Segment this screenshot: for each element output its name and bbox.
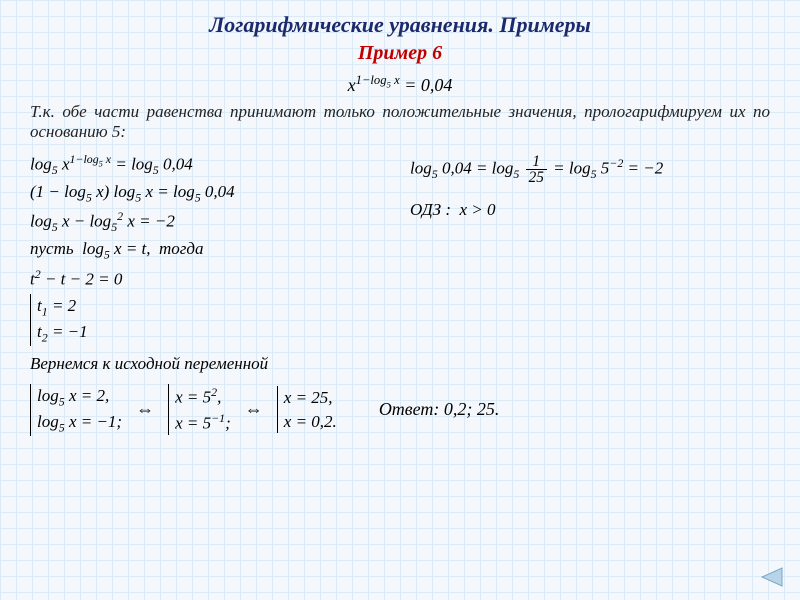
solution-chain: log5 x = 2, log5 x = −1; ⇔ x = 52, x = 5… [30,380,770,440]
iff-icon: ⇔ [136,399,154,420]
intro-note: Т.к. обе части равенства принимают тольк… [30,102,770,142]
substitution-text: пусть log5 x = t, тогда [30,239,390,262]
domain-condition: ОДЗ : x > 0 [410,200,770,220]
right-column: log5 0,04 = log5 125 = log5 5−2 = −2 ОДЗ… [410,148,770,350]
step-2: (1 − log5 x) log5 x = log5 0,04 [30,182,390,205]
back-button[interactable] [758,566,784,588]
step-3: log5 x − log52 x = −2 [30,209,390,235]
triangle-left-icon [758,566,784,588]
log-004-calc: log5 0,04 = log5 125 = log5 5−2 = −2 [410,154,770,186]
answer-label: Ответ: 0,2; 25. [379,399,500,420]
example-number: Пример 6 [30,42,770,65]
iff-icon: ⇔ [245,399,263,420]
main-equation: x1−log5 x = 0,04 [30,73,770,96]
t-solutions: t1 = 2 t2 = −1 [30,294,390,346]
quadratic: t2 − t − 2 = 0 [30,267,390,290]
page-title: Логарифмические уравнения. Примеры [30,12,770,38]
return-to-variable: Вернемся к исходной переменной [30,354,770,374]
left-column: log5 x1−log5 x = log5 0,04 (1 − log5 x) … [30,148,390,350]
step-1: log5 x1−log5 x = log5 0,04 [30,152,390,178]
